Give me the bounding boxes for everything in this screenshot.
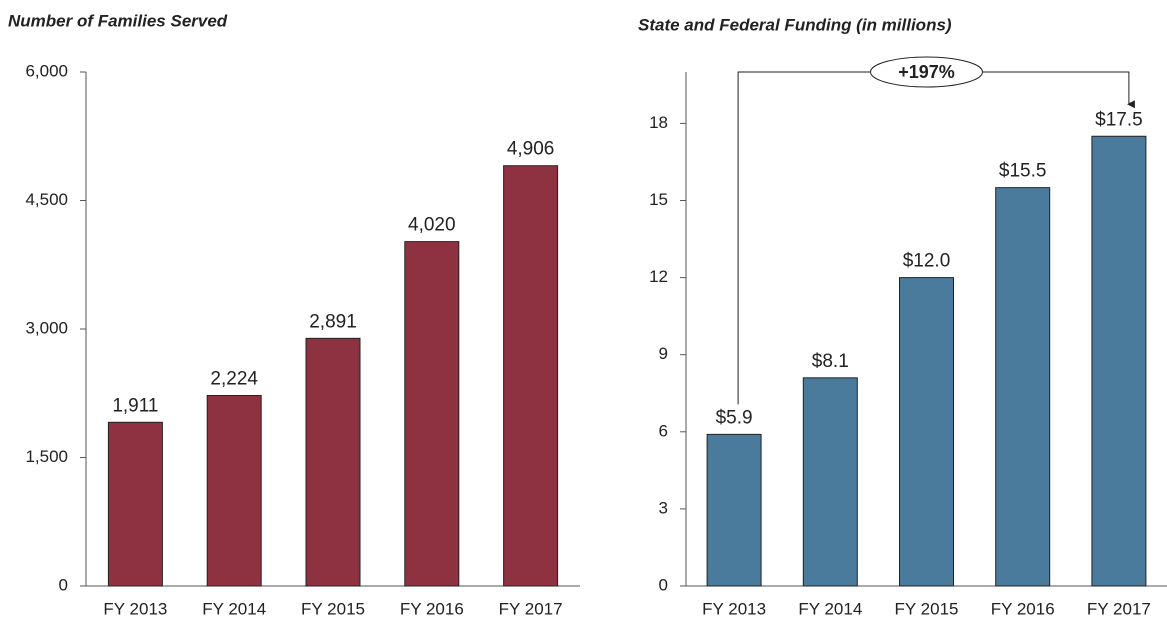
x-tick-label: FY 2017 <box>1087 599 1151 618</box>
value-label: $12.0 <box>903 251 951 272</box>
bar <box>706 433 762 587</box>
y-tick-label: 6 <box>659 421 668 440</box>
y-tick-label: 18 <box>649 113 668 132</box>
chart-title: State and Federal Funding (in millions) <box>638 15 952 34</box>
y-tick-label: 6,000 <box>25 61 68 80</box>
value-label: $17.5 <box>1095 109 1143 130</box>
bar <box>899 277 954 587</box>
bar <box>1091 135 1147 587</box>
y-tick-label: 3 <box>659 498 668 517</box>
value-label: 2,224 <box>210 368 258 389</box>
y-tick-label: 3,000 <box>25 318 68 337</box>
x-tick-label: FY 2014 <box>202 599 266 618</box>
y-tick-label: 12 <box>649 267 668 286</box>
value-label: 4,020 <box>408 215 456 236</box>
x-tick-label: FY 2016 <box>400 599 464 618</box>
value-label: $5.9 <box>716 407 753 428</box>
x-tick-label: FY 2014 <box>798 599 862 618</box>
x-tick-label: FY 2013 <box>103 599 167 618</box>
chart-title: Number of Families Served <box>8 11 228 30</box>
bar <box>802 377 858 587</box>
bar <box>305 337 361 587</box>
x-tick-label: FY 2015 <box>301 599 365 618</box>
value-label: 4,906 <box>507 139 555 160</box>
bar <box>206 394 262 587</box>
y-tick-label: 4,500 <box>25 190 68 209</box>
bar <box>995 187 1051 587</box>
y-tick-label: 0 <box>659 575 668 594</box>
x-tick-label: FY 2015 <box>895 599 959 618</box>
annotation-bubble <box>870 56 983 88</box>
bar <box>503 165 559 587</box>
y-tick-label: 9 <box>659 344 668 363</box>
x-tick-label: FY 2017 <box>499 599 563 618</box>
annotation: +197% <box>898 62 955 82</box>
x-tick-label: FY 2013 <box>702 599 766 618</box>
y-tick-label: 1,500 <box>25 447 68 466</box>
value-label: $15.5 <box>999 161 1047 182</box>
y-tick-label: 0 <box>59 575 68 594</box>
bar <box>107 421 163 587</box>
value-label: 2,891 <box>309 311 357 332</box>
y-tick-label: 15 <box>649 190 668 209</box>
value-label: 1,911 <box>112 395 158 416</box>
value-label: $8.1 <box>812 351 849 372</box>
bar <box>404 241 460 587</box>
x-tick-label: FY 2016 <box>991 599 1055 618</box>
